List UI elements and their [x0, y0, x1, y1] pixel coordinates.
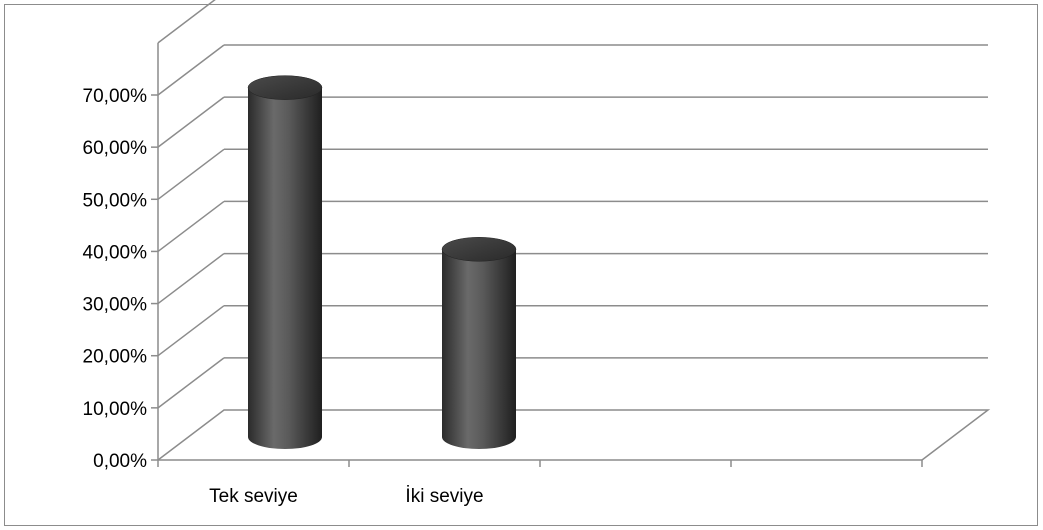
bar-cap	[247, 75, 323, 100]
labels: 0,00% 10,00% 20,00% 30,00% 40,00% 50,00% 60,00…	[83, 86, 484, 507]
bars	[247, 75, 517, 449]
y-tick-label: 40,00%	[83, 242, 148, 263]
gridline-diagonal	[157, 305, 225, 357]
gridline-diagonal	[157, 200, 225, 253]
bar-body	[442, 249, 516, 449]
y-tick-label: 30,00%	[83, 295, 148, 316]
y-tick-label: 10,00%	[83, 399, 148, 420]
x-category-label: İki seviye	[405, 486, 483, 507]
gridline-diagonal	[157, 44, 225, 96]
bar-cylinder	[441, 237, 517, 449]
floor	[157, 409, 991, 461]
chart-frame	[4, 4, 1038, 526]
gridline-diagonal	[157, 357, 225, 409]
y-tick-label: 60,00%	[83, 138, 148, 159]
gridlines	[157, 0, 991, 461]
y-tick-label: 20,00%	[83, 347, 148, 368]
gridline-diagonal	[157, 96, 225, 148]
y-tick-label: 0,00%	[93, 451, 147, 472]
bar-cylinder	[247, 75, 323, 449]
gridline-diagonal	[157, 252, 225, 305]
gridline-diagonal	[157, 148, 225, 200]
x-category-label: Tek seviye	[209, 486, 298, 507]
bar-cap	[441, 237, 517, 262]
y-tick-label: 50,00%	[83, 190, 148, 211]
bar-body	[248, 87, 322, 449]
gridline-diagonal	[157, 0, 216, 44]
y-tick-label: 70,00%	[83, 86, 148, 107]
axes	[151, 42, 923, 467]
